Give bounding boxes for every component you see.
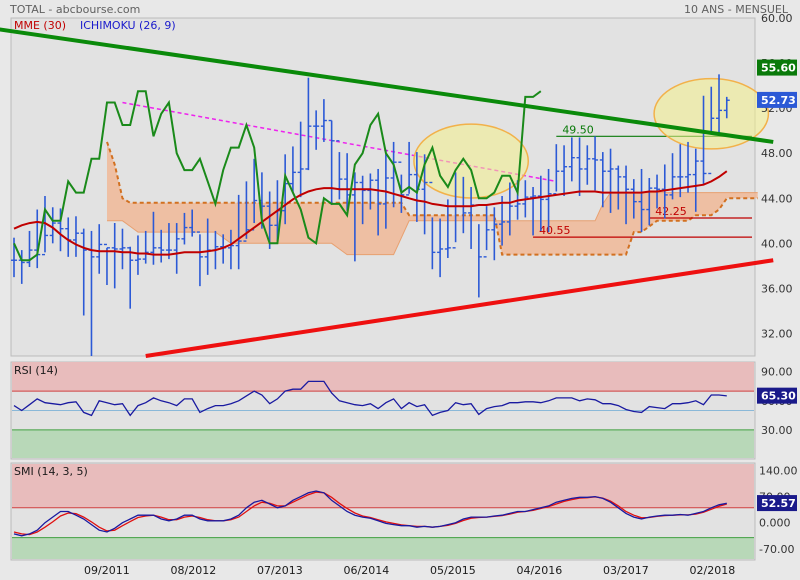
instrument-title: TOTAL - abcbourse.com xyxy=(10,3,141,16)
smi-line xyxy=(13,490,727,537)
level-label: 42.25 xyxy=(655,205,687,218)
legend-ichimoku: ICHIMOKU (26, 9) xyxy=(80,19,176,32)
x-tick-label: 04/2016 xyxy=(517,564,563,577)
main-layer: 49.50 42.25 40.55 xyxy=(0,27,774,358)
smi-overbought-zone xyxy=(12,464,754,508)
y-tick-label: 36.00 xyxy=(761,282,793,295)
timeframe-title: 10 ANS - MENSUEL xyxy=(684,3,788,16)
x-tick-label: 02/2018 xyxy=(690,564,736,577)
legend-mme: MME (30) xyxy=(14,19,66,32)
smi-value-label-box xyxy=(757,495,797,512)
level-label: 40.55 xyxy=(539,224,571,237)
smi-title: SMI (14, 3, 5) xyxy=(14,465,88,478)
uptrend-line xyxy=(145,258,774,358)
smi-value-label: 52.57 xyxy=(761,497,796,510)
rsi-title: RSI (14) xyxy=(14,364,58,377)
downtrend-line xyxy=(0,27,774,144)
x-tick-label: 03/2017 xyxy=(603,564,649,577)
smi-layer xyxy=(12,464,754,559)
smi-oversold-zone xyxy=(12,537,754,559)
rsi-overbought-zone xyxy=(12,362,754,392)
x-tick-label: 08/2012 xyxy=(171,564,217,577)
rsi-tick-label: 90.00 xyxy=(761,366,793,379)
x-tick-label: 05/2015 xyxy=(430,564,476,577)
smi-tick-label: -70.00 xyxy=(759,543,794,556)
chart-header: TOTAL - abcbourse.com 10 ANS - MENSUEL xyxy=(0,0,800,18)
x-tick-label: 09/2011 xyxy=(84,564,130,577)
chikou-line xyxy=(13,90,542,262)
y-tick-label: 60.00 xyxy=(761,12,793,25)
rsi-tick-label: 30.00 xyxy=(761,424,793,437)
x-tick-label: 06/2014 xyxy=(344,564,390,577)
rsi-value-label: 65.30 xyxy=(761,390,796,403)
rsi-oversold-zone xyxy=(12,429,754,458)
smi-tick-label: 140.00 xyxy=(759,464,798,477)
y-tick-label: 40.00 xyxy=(761,237,793,250)
smi-signal-line xyxy=(13,491,727,536)
smi-tick-label: 0.000 xyxy=(759,517,791,530)
x-tick-label: 07/2013 xyxy=(257,564,303,577)
y-tick-label: 44.00 xyxy=(761,192,793,205)
y-tick-label: 32.00 xyxy=(761,327,793,340)
highlight-circle xyxy=(413,123,530,199)
axis-layer: 32.0036.0040.0044.0048.0052.0056.0060.00… xyxy=(84,12,798,577)
price-value-label-box xyxy=(757,91,797,108)
main-panel xyxy=(10,17,756,357)
rsi-value-label-box xyxy=(757,387,797,404)
rsi-line xyxy=(13,380,727,417)
mme-30-line xyxy=(13,170,728,256)
y-tick-label: 48.00 xyxy=(761,147,793,160)
rsi-layer xyxy=(12,362,754,458)
resistance-value-label-box xyxy=(757,59,797,76)
level-label: 49.50 xyxy=(562,123,594,136)
resistance-value-label: 55.60 xyxy=(761,62,796,75)
price-value-label: 52.73 xyxy=(761,94,796,107)
